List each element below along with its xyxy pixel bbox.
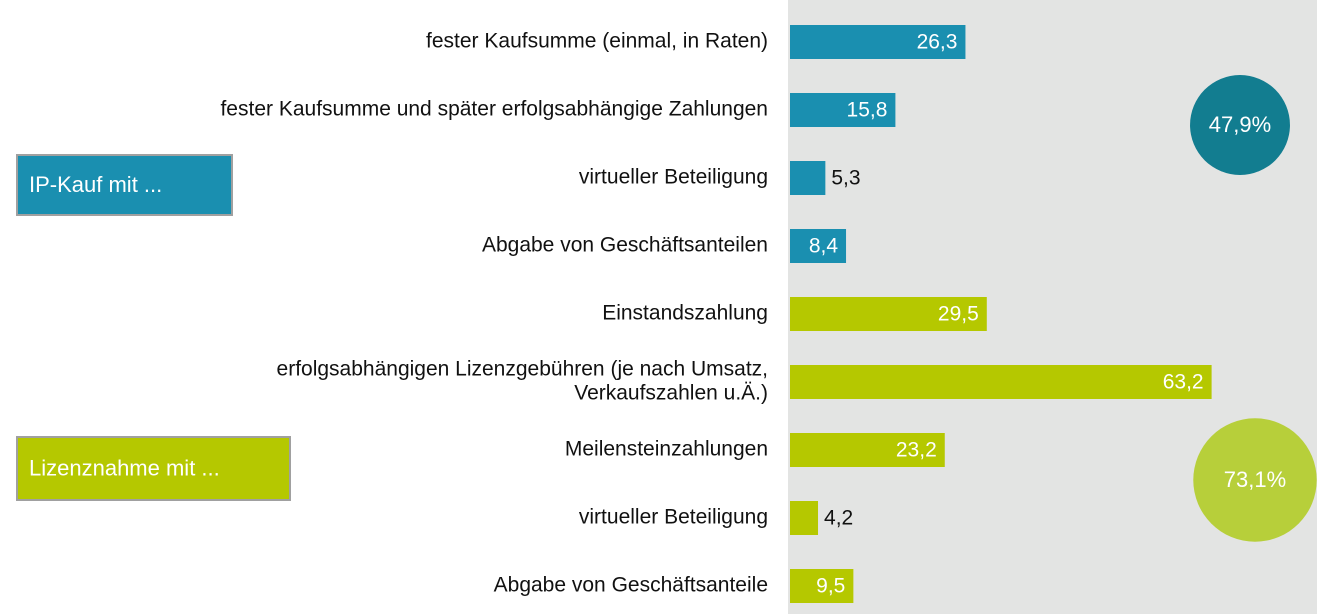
value-label: 8,4 (809, 235, 839, 258)
category-label: Meilensteinzahlungen (565, 438, 768, 461)
value-label: 15,8 (847, 99, 888, 122)
total-label: 47,9% (1209, 112, 1271, 137)
bar (790, 93, 896, 127)
bar (790, 569, 854, 603)
value-label: 4,2 (824, 507, 853, 530)
group-label: IP-Kauf mit ... (29, 172, 162, 197)
category-label: Verkaufszahlen u.Ä.) (574, 382, 768, 405)
category-label: Abgabe von Geschäftsanteilen (482, 234, 768, 257)
bar (790, 229, 847, 263)
total-label: 73,1% (1224, 467, 1286, 492)
category-label: virtueller Beteiligung (579, 506, 768, 529)
value-label: 9,5 (816, 575, 845, 598)
value-label: 29,5 (938, 303, 979, 326)
category-label: erfolgsabhängigen Lizenzgebühren (je nac… (277, 358, 768, 381)
value-label: 23,2 (896, 439, 937, 462)
group-box (16, 436, 291, 501)
bar (790, 433, 945, 467)
bar (790, 25, 966, 59)
total-circle (1190, 75, 1290, 175)
total-circle (1193, 418, 1317, 542)
bar (790, 297, 987, 331)
category-label: Abgabe von Geschäftsanteile (494, 574, 768, 597)
category-label: virtueller Beteiligung (579, 166, 768, 189)
category-label: fester Kaufsumme und später erfolgsabhän… (220, 98, 768, 121)
value-label: 26,3 (917, 31, 958, 54)
category-label: Einstandszahlung (602, 302, 768, 325)
bar (790, 161, 826, 195)
value-label: 63,2 (1163, 371, 1204, 394)
group-box (16, 154, 233, 216)
group-label: Lizenznahme mit ... (29, 455, 220, 480)
bar (790, 501, 819, 535)
bar (790, 365, 1212, 399)
value-label: 5,3 (831, 167, 860, 190)
category-label: fester Kaufsumme (einmal, in Raten) (426, 30, 768, 53)
